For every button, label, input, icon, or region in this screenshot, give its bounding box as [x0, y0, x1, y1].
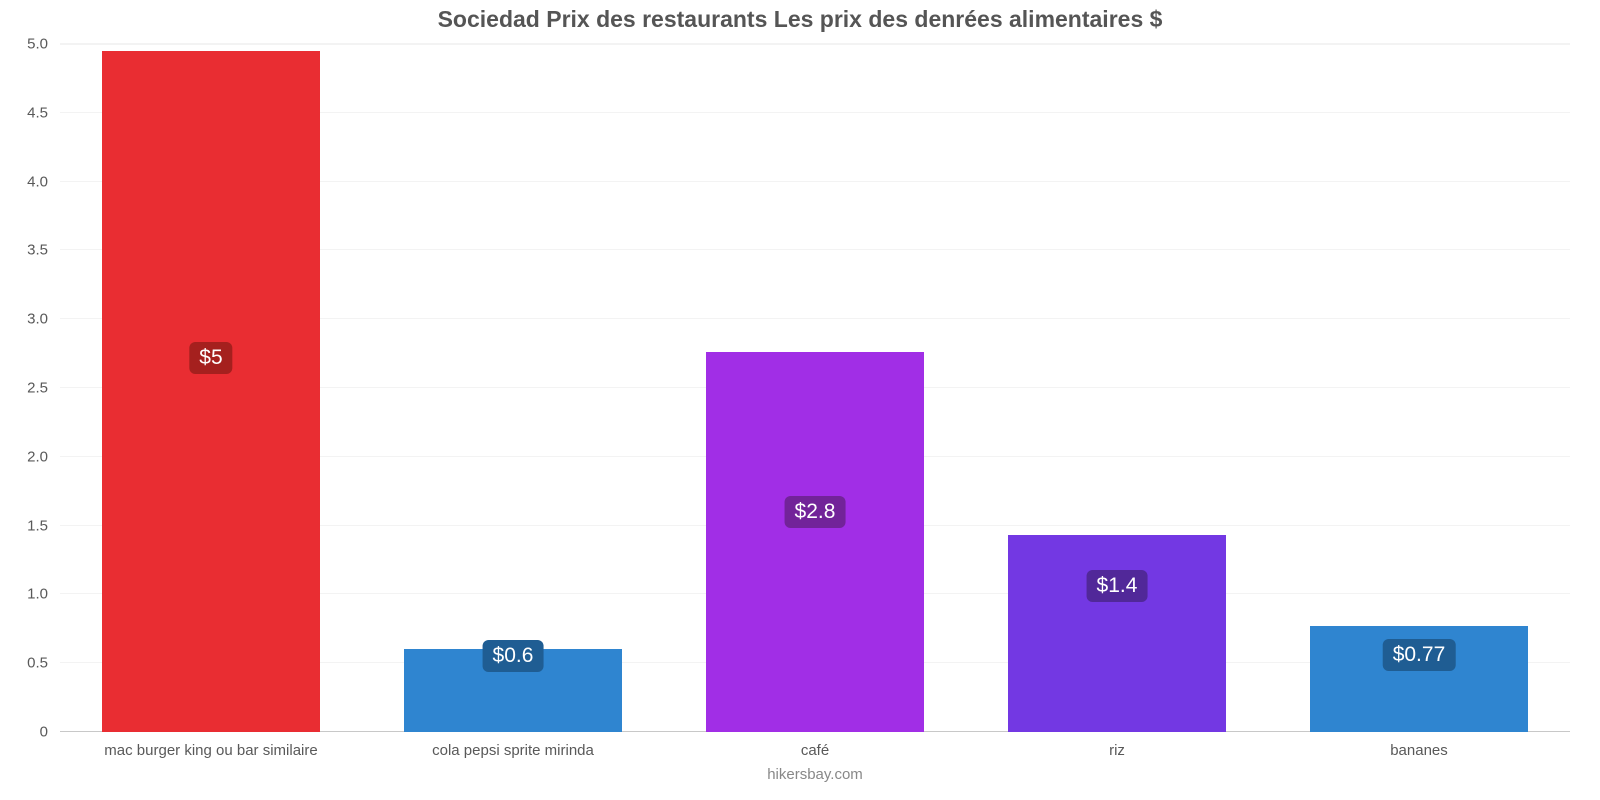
value-label: $0.77	[1383, 639, 1456, 671]
y-tick-label: 1.0	[27, 586, 60, 603]
gridline	[60, 43, 1570, 44]
y-tick-label: 2.0	[27, 448, 60, 465]
bar: $1.4	[1008, 535, 1225, 732]
y-tick-label: 5.0	[27, 36, 60, 53]
plot-area: hikersbay.com 00.51.01.52.02.53.03.54.04…	[60, 44, 1570, 732]
x-tick-label: mac burger king ou bar similaire	[104, 732, 317, 759]
value-label: $0.6	[483, 640, 544, 672]
x-tick-label: café	[801, 732, 829, 759]
y-tick-label: 1.5	[27, 517, 60, 534]
price-bar-chart: Sociedad Prix des restaurants Les prix d…	[0, 0, 1600, 800]
bar: $2.8	[706, 352, 923, 732]
chart-title: Sociedad Prix des restaurants Les prix d…	[0, 6, 1600, 33]
y-tick-label: 3.0	[27, 311, 60, 328]
x-tick-label: cola pepsi sprite mirinda	[432, 732, 594, 759]
y-tick-label: 4.5	[27, 104, 60, 121]
y-tick-label: 0	[40, 724, 60, 741]
value-label: $5	[189, 342, 232, 374]
bar: $0.6	[404, 649, 621, 732]
y-tick-label: 0.5	[27, 655, 60, 672]
x-tick-label: bananes	[1390, 732, 1448, 759]
bar: $5	[102, 51, 319, 732]
y-tick-label: 3.5	[27, 242, 60, 259]
y-tick-label: 2.5	[27, 380, 60, 397]
bar: $0.77	[1310, 626, 1527, 732]
value-label: $2.8	[785, 496, 846, 528]
y-tick-label: 4.0	[27, 173, 60, 190]
value-label: $1.4	[1087, 570, 1148, 602]
x-tick-label: riz	[1109, 732, 1125, 759]
